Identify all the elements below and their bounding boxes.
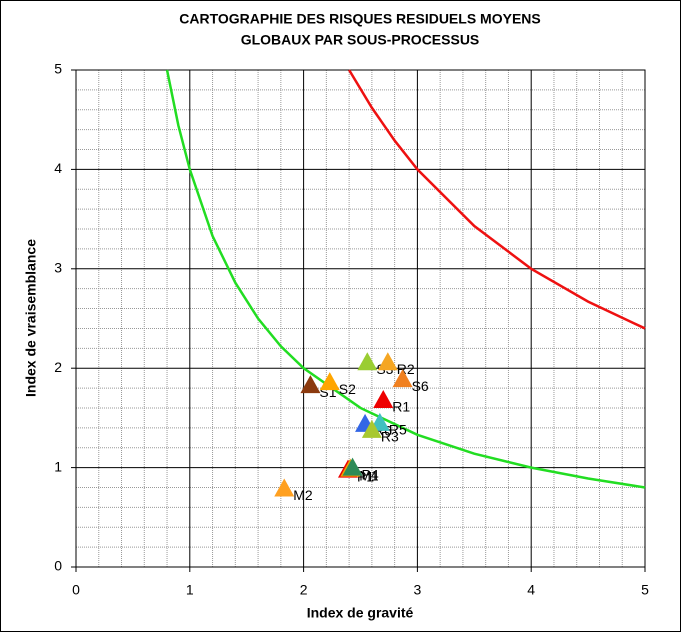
point-label: M2	[293, 487, 313, 503]
y-tick-label: 2	[54, 359, 62, 375]
point-label: P1	[357, 468, 374, 484]
point-label: R2	[397, 361, 415, 377]
y-tick-label: 1	[54, 458, 62, 474]
y-tick-label: 5	[54, 61, 62, 77]
y-tick-label: 4	[54, 160, 62, 176]
point-label: R3	[381, 429, 399, 445]
point	[357, 352, 378, 371]
point	[319, 372, 340, 391]
point-label: S2	[339, 381, 356, 397]
point	[361, 419, 382, 438]
point	[373, 390, 394, 409]
point-label: R1	[392, 399, 410, 415]
y-tick-label: 3	[54, 260, 62, 276]
plot-area	[76, 70, 645, 567]
x-tick-label: 3	[414, 582, 422, 598]
chart-title: CARTOGRAPHIE DES RISQUES RESIDUELS MOYEN…	[179, 11, 540, 27]
point	[377, 352, 398, 371]
curve	[165, 69, 646, 489]
point	[274, 478, 295, 497]
x-tick-label: 5	[641, 582, 649, 598]
curve	[348, 69, 646, 330]
x-tick-label: 1	[186, 582, 194, 598]
point-label: P4	[362, 466, 379, 482]
point-label: M1	[359, 467, 379, 483]
point-label: R5	[389, 422, 407, 438]
point	[342, 457, 363, 476]
x-tick-label: 2	[300, 582, 308, 598]
y-axis-label: Index de vraisemblance	[23, 239, 39, 397]
x-axis-label: Index de gravité	[307, 605, 414, 621]
point	[300, 375, 321, 394]
point	[392, 369, 413, 388]
point-label: S6	[412, 378, 429, 394]
chart-subtitle: GLOBAUX PAR SOUS-PROCESSUS	[241, 32, 480, 48]
x-tick-label: 0	[72, 582, 80, 598]
plot-border	[75, 69, 646, 568]
x-tick-label: 4	[527, 582, 535, 598]
y-tick-label: 0	[54, 558, 62, 574]
